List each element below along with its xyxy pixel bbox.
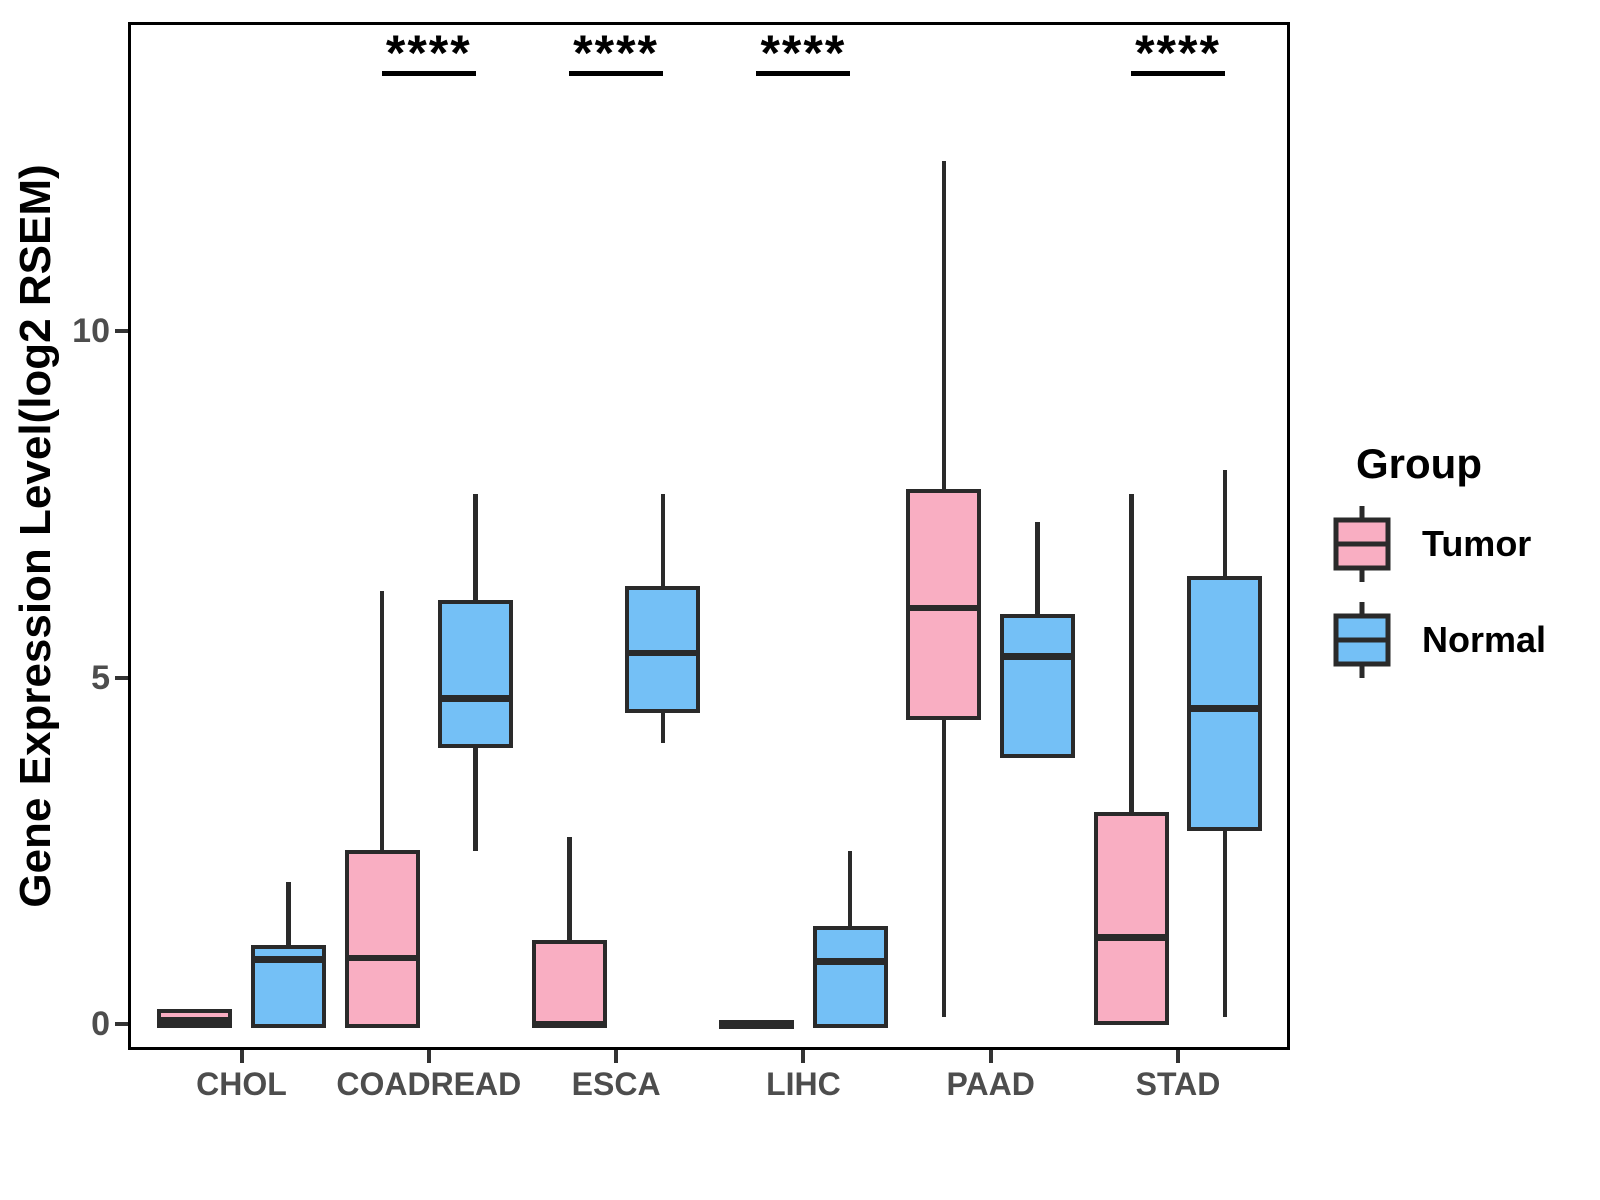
median-line bbox=[625, 649, 701, 657]
median-line bbox=[250, 956, 326, 963]
y-tick-label: 10 bbox=[72, 312, 110, 350]
upper-whisker bbox=[379, 590, 385, 855]
significance-stars: **** bbox=[1135, 25, 1221, 81]
x-tick-mark bbox=[614, 1050, 619, 1063]
significance-stars: **** bbox=[573, 25, 660, 81]
x-tick-label: ESCA bbox=[571, 1066, 661, 1102]
boxplot-box bbox=[906, 489, 982, 721]
legend-label-tumor: Tumor bbox=[1422, 523, 1532, 564]
x-tick-label: COADREAD bbox=[336, 1066, 522, 1102]
significance-underline bbox=[756, 71, 851, 76]
upper-whisker bbox=[567, 836, 572, 945]
significance-underline bbox=[569, 71, 664, 76]
median-line bbox=[344, 954, 420, 962]
legend-label-normal: Normal bbox=[1422, 619, 1547, 660]
x-tick-mark bbox=[801, 1050, 806, 1063]
lower-whisker bbox=[660, 708, 666, 744]
x-tick-label: STAD bbox=[1135, 1066, 1221, 1102]
lower-whisker bbox=[1222, 826, 1227, 1018]
median-line bbox=[1187, 705, 1263, 712]
legend-item-tumor: Tumor bbox=[1330, 504, 1546, 584]
normal-boxplot-key-icon bbox=[1333, 602, 1391, 678]
legend-item-normal: Normal bbox=[1330, 600, 1546, 680]
median-line bbox=[906, 604, 982, 612]
upper-whisker bbox=[941, 161, 947, 494]
significance-underline bbox=[1131, 71, 1225, 76]
y-tick-mark bbox=[115, 329, 128, 333]
upper-whisker bbox=[847, 850, 853, 931]
y-tick-label: 0 bbox=[91, 1005, 110, 1043]
y-tick-mark bbox=[115, 1022, 128, 1026]
boxplot-box bbox=[531, 939, 607, 1029]
legend-title: Group bbox=[1356, 440, 1482, 487]
significance-stars: **** bbox=[760, 25, 847, 81]
x-tick-mark bbox=[988, 1050, 993, 1063]
upper-whisker bbox=[1222, 469, 1227, 581]
median-line bbox=[999, 653, 1075, 660]
x-tick-mark bbox=[426, 1050, 431, 1063]
x-tick-mark bbox=[1176, 1050, 1180, 1063]
upper-whisker bbox=[1129, 493, 1134, 817]
x-tick-label: CHOL bbox=[196, 1066, 287, 1102]
median-line bbox=[157, 1017, 233, 1024]
boxplot-box bbox=[344, 849, 420, 1029]
significance-stars: **** bbox=[385, 25, 472, 81]
upper-whisker bbox=[1035, 521, 1040, 619]
y-tick-mark bbox=[115, 675, 128, 680]
significance-underline bbox=[381, 71, 476, 76]
legend: Group Tumor Normal bbox=[1330, 440, 1546, 680]
boxplot-box bbox=[625, 586, 701, 714]
y-axis-title: Gene Expression Level(log2 RSEM) bbox=[11, 164, 60, 908]
lower-whisker bbox=[941, 715, 947, 1018]
median-line bbox=[719, 1020, 795, 1028]
upper-whisker bbox=[473, 493, 478, 605]
median-line bbox=[1093, 934, 1169, 941]
x-tick-label: PAAD bbox=[946, 1066, 1035, 1102]
median-line bbox=[531, 1020, 607, 1028]
x-tick-mark bbox=[239, 1050, 244, 1063]
boxplot-box bbox=[1093, 811, 1169, 1026]
x-tick-label: LIHC bbox=[766, 1066, 841, 1102]
median-line bbox=[812, 958, 888, 965]
tumor-boxplot-key-icon bbox=[1333, 506, 1391, 582]
upper-whisker bbox=[286, 881, 291, 950]
boxplot-box bbox=[1187, 575, 1263, 831]
boxplot-box bbox=[438, 600, 514, 748]
boxplot-box bbox=[999, 614, 1075, 759]
lower-whisker bbox=[473, 743, 478, 851]
upper-whisker bbox=[660, 493, 666, 591]
boxplot-box bbox=[812, 925, 888, 1029]
y-tick-label: 5 bbox=[91, 658, 110, 697]
median-line bbox=[438, 695, 514, 702]
